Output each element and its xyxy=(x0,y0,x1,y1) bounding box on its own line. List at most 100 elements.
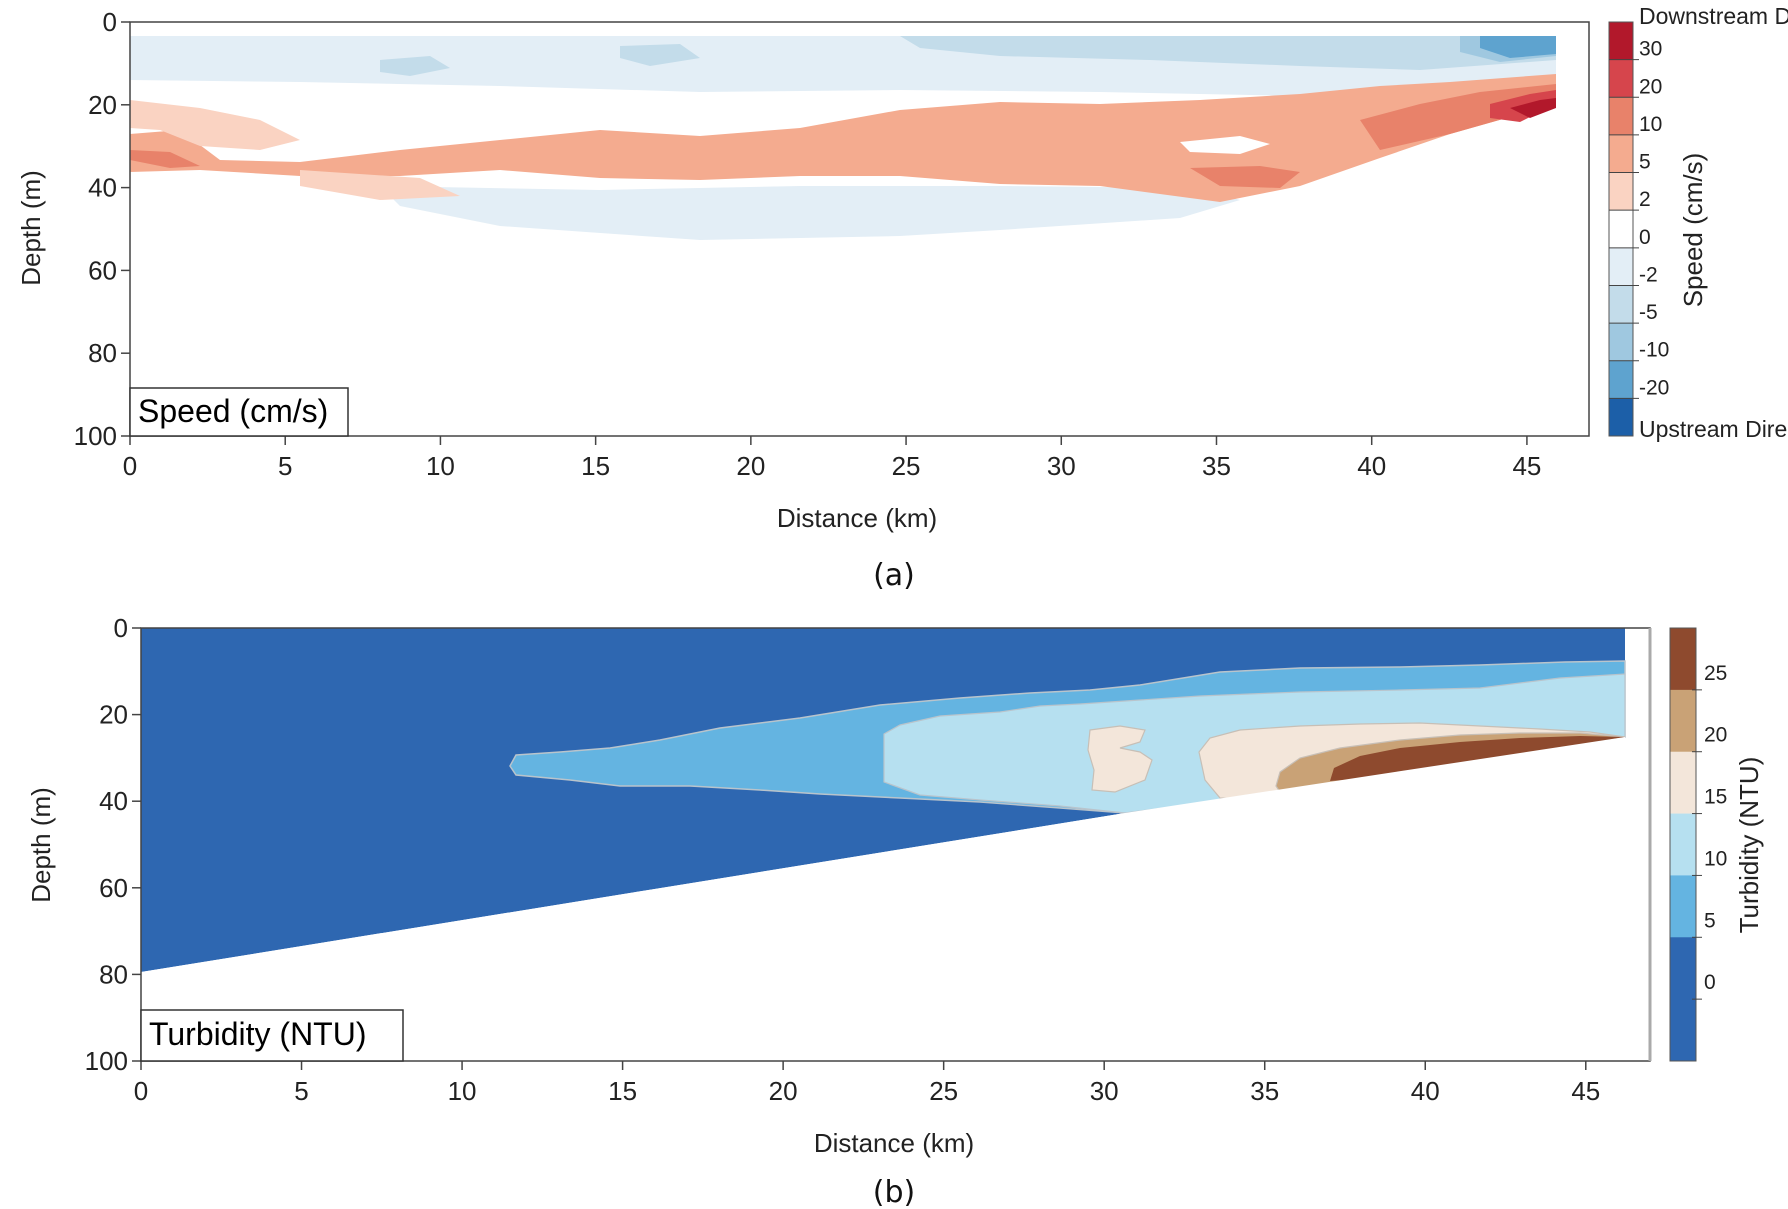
colorbar-b-tick-label: 5 xyxy=(1704,909,1716,932)
colorbar-b-tick-label: 0 xyxy=(1704,971,1716,994)
axis-a-y-tick-label: 100 xyxy=(74,421,117,451)
axis-a-x-tick-label: 35 xyxy=(1202,451,1231,481)
colorbar-b-tick-label: 15 xyxy=(1704,786,1727,809)
axis-a-y-tick-label: 80 xyxy=(88,338,117,368)
axis-b-x-tick-label: 0 xyxy=(134,1076,148,1106)
axis-b-x-tick-label: 10 xyxy=(448,1076,477,1106)
colorbar-a-bin xyxy=(1609,285,1633,324)
colorbar-a-tick-label: -5 xyxy=(1639,301,1658,324)
colorbar-b-bin xyxy=(1670,999,1696,1062)
axis-a-y-tick-label: 20 xyxy=(88,90,117,120)
colorbar-b-tick-label: 10 xyxy=(1704,847,1727,870)
y-axis-title-b: Depth (m) xyxy=(26,787,56,903)
speed-region-zero-hole xyxy=(1180,136,1270,154)
axes-b: 0 5 10 15 20 25 30 35 40 45 0 20 40 60 80 100 xyxy=(85,613,1601,1106)
axis-b-x-tick-label: 20 xyxy=(769,1076,798,1106)
axis-a-x-tick-label: 40 xyxy=(1357,451,1386,481)
colorbar-a-bin xyxy=(1609,59,1633,98)
colorbar-a-tick-label: 10 xyxy=(1639,113,1662,136)
axis-b-x-tick-label: 15 xyxy=(608,1076,637,1106)
colorbar-a-tick-label: -20 xyxy=(1639,376,1669,399)
turbidity-seabed-mask xyxy=(141,737,1625,1061)
speed-region-pos2-halo xyxy=(130,100,300,150)
axis-b-y-tick-label: 20 xyxy=(99,700,128,730)
axis-b-x-tick-label: 5 xyxy=(294,1076,308,1106)
colorbar-b-bin xyxy=(1670,628,1696,691)
inset-label-box-a xyxy=(129,387,349,437)
axes-a: 0 5 10 15 20 25 30 35 40 45 0 20 40 60 80 100 xyxy=(74,7,1542,481)
turbidity-field xyxy=(141,628,1626,1061)
axis-b-x-tick-label: 35 xyxy=(1250,1076,1279,1106)
colorbar-a-tick-label: 0 xyxy=(1639,226,1651,249)
axis-b-x-tick-label: 40 xyxy=(1411,1076,1440,1106)
axis-b-x-tick-label: 25 xyxy=(929,1076,958,1106)
axis-b-x-tick-label: 45 xyxy=(1571,1076,1600,1106)
speed-region-pos30 xyxy=(1510,98,1556,118)
inset-label-a: Speed (cm/s) xyxy=(138,393,328,429)
speed-region-pos10 xyxy=(1190,166,1300,188)
speed-region-neg5-patch xyxy=(380,56,450,76)
colorbar-a-frame xyxy=(1608,21,1634,437)
axis-a-x-tick-label: 30 xyxy=(1047,451,1076,481)
turbidity-contour-25 xyxy=(1330,736,1625,781)
axis-a-x-tick-label: 0 xyxy=(123,451,137,481)
speed-region-neg5-patch xyxy=(620,44,700,66)
colorbar-a-tick-label: 5 xyxy=(1639,151,1651,174)
colorbar-b-bin xyxy=(1670,689,1696,753)
y-axis-title-a: Depth (m) xyxy=(16,170,46,286)
colorbar-a-bin xyxy=(1609,398,1633,437)
colorbar-a-bin xyxy=(1609,323,1633,362)
colorbar-b-tick-label: 20 xyxy=(1704,724,1727,747)
colorbar-a-tick-label: -2 xyxy=(1639,263,1658,286)
speed-region-neg5-surface xyxy=(900,36,1556,70)
speed-region-neg2-bottom xyxy=(380,186,1240,240)
colorbar-a-bin xyxy=(1609,360,1633,399)
colorbar-a-bottom-label: Upstream Direction xyxy=(1639,416,1788,442)
axis-a-x-tick-label: 25 xyxy=(892,451,921,481)
colorbar-b: 25 20 15 10 5 0 xyxy=(1669,627,1727,1062)
axis-a-y-tick-label: 0 xyxy=(103,7,117,37)
colorbar-b-tick-label: 25 xyxy=(1704,662,1727,685)
axis-a-x-tick-label: 10 xyxy=(426,451,455,481)
axis-a-y-tick-label: 40 xyxy=(88,173,117,203)
colorbar-a-tick-label: 20 xyxy=(1639,75,1662,98)
colorbar-b-bin xyxy=(1670,813,1696,876)
colorbar-a-tick-label: 2 xyxy=(1639,188,1651,211)
colorbar-a-bin xyxy=(1609,172,1633,211)
panel-caption-b: (b) xyxy=(873,1175,915,1209)
axis-a-x-tick-label: 20 xyxy=(736,451,765,481)
colorbar-a-top-label: Downstream Direction xyxy=(1639,3,1788,29)
x-axis-title-a: Distance (km) xyxy=(777,503,937,533)
axis-b-y-tick-label: 0 xyxy=(114,613,128,643)
colorbar-b-frame xyxy=(1669,627,1697,1062)
panel-caption-a: (a) xyxy=(873,558,915,593)
colorbar-b-title: Turbidity (NTU) xyxy=(1734,757,1764,934)
axis-a-y-tick-label: 60 xyxy=(88,255,117,285)
colorbar-a-bin xyxy=(1609,210,1633,249)
speed-field xyxy=(130,36,1556,240)
axis-b-y-tick-label: 80 xyxy=(99,959,128,989)
turbidity-contour-15-patch xyxy=(1087,725,1153,793)
speed-region-pos10 xyxy=(130,150,200,168)
axis-a-x-tick-label: 15 xyxy=(581,451,610,481)
colorbar-b-bin xyxy=(1670,751,1696,815)
colorbar-b-bin xyxy=(1670,937,1696,1000)
speed-region-pos2-halo xyxy=(300,170,460,200)
axis-b-y-tick-label: 100 xyxy=(85,1046,128,1076)
colorbar-a-tick-label: -10 xyxy=(1639,339,1669,362)
axis-b-x-tick-label: 30 xyxy=(1090,1076,1119,1106)
axis-a-x-tick-label: 45 xyxy=(1512,451,1541,481)
colorbar-a-title: Speed (cm/s) xyxy=(1678,153,1708,308)
colorbar-a-bin xyxy=(1609,22,1633,61)
speed-region-neg20-surface xyxy=(1480,36,1556,58)
colorbar-a-tick-label: 30 xyxy=(1639,38,1662,61)
colorbar-a-bin xyxy=(1609,97,1633,136)
colorbar-b-bin xyxy=(1670,875,1696,938)
inset-label-box-b xyxy=(140,1009,404,1062)
inset-label-b: Turbidity (NTU) xyxy=(149,1016,366,1052)
x-axis-title-b: Distance (km) xyxy=(814,1128,974,1158)
